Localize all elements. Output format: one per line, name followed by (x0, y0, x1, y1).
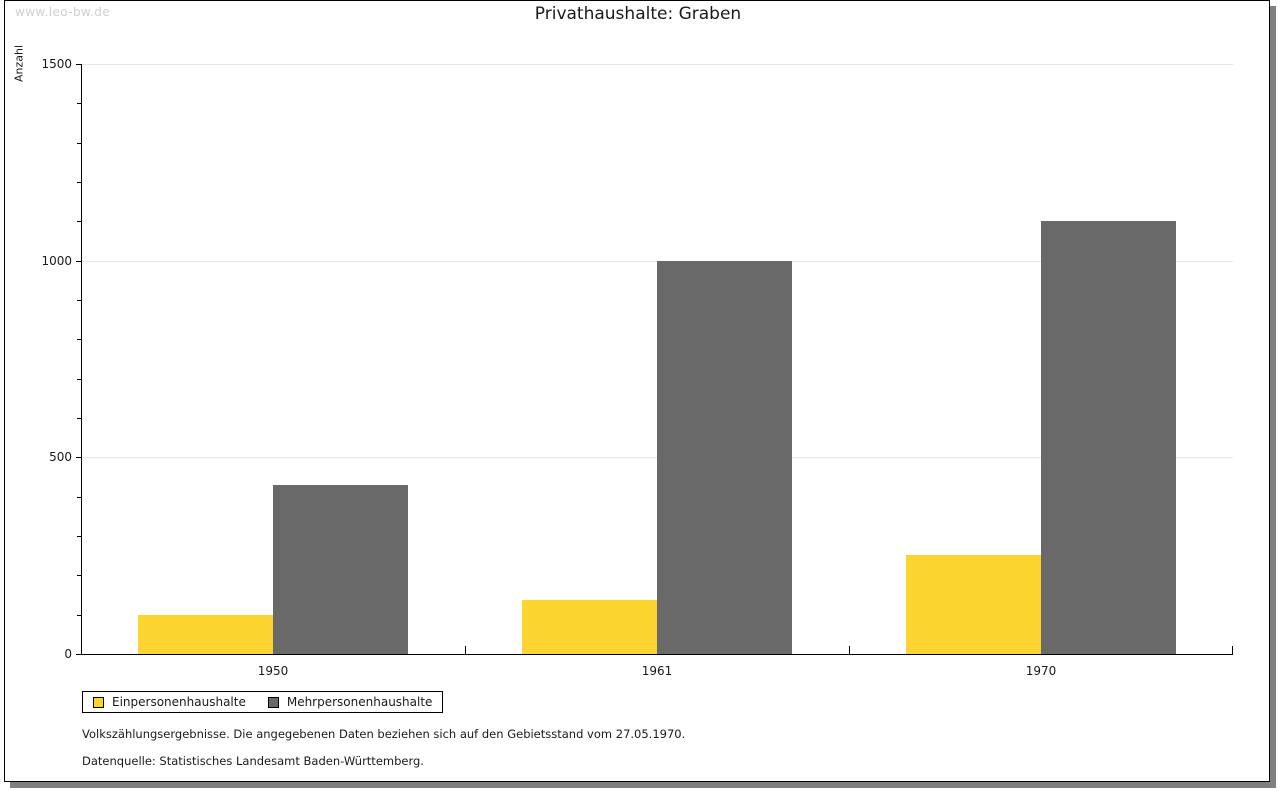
bar-1961-mehrpersonenhaushalte (657, 260, 792, 654)
bar-1950-einpersonenhaushalte (138, 614, 273, 654)
y-axis-minor-tick (77, 103, 82, 105)
y-axis-title: Anzahl (12, 44, 26, 83)
y-axis-minor-tick (77, 575, 82, 577)
y-axis-line (81, 64, 82, 654)
footnote-data-source: Datenquelle: Statistisches Landesamt Bad… (82, 754, 424, 768)
plot-area: 0 500 1000 1500 1950 1961 1970 (41, 57, 1233, 678)
y-axis-minor-tick (77, 182, 82, 183)
x-axis-separator-tick (465, 646, 466, 655)
chart-legend: Einpersonenhaushalte Mehrpersonenhaushal… (82, 691, 444, 713)
legend-swatch-icon-multi (267, 696, 279, 708)
y-axis-minor-tick (77, 536, 82, 537)
y-axis-tick-label: 0 (64, 647, 72, 661)
watermark-text: www.leo-bw.de (15, 5, 111, 19)
y-axis-minor-tick (77, 142, 82, 144)
x-axis-tick-label: 1970 (1025, 664, 1057, 678)
footnote-census-note: Volkszählungsergebnisse. Die angegebenen… (82, 727, 686, 741)
x-axis-separator-tick (1232, 646, 1233, 655)
y-axis-minor-tick (77, 378, 82, 380)
y-axis-tick-label: 500 (49, 450, 72, 465)
y-axis-major-tick (76, 260, 82, 262)
y-axis-minor-tick (77, 339, 82, 341)
x-axis-separator-tick (849, 646, 850, 655)
bar-1970-einpersonenhaushalte (906, 554, 1041, 654)
y-axis-major-tick (76, 457, 82, 459)
legend-swatch-icon-single (93, 696, 104, 708)
legend-entry-einpersonenhaushalte: Einpersonenhaushalte (93, 695, 246, 709)
y-axis-tick-label: 1500 (41, 57, 72, 71)
bar-1961-einpersonenhaushalte (522, 600, 657, 654)
bar-1950-mehrpersonenhaushalte (273, 484, 408, 654)
x-axis-line (81, 654, 1233, 655)
y-axis-minor-tick (77, 614, 82, 616)
y-axis-minor-tick (77, 221, 82, 223)
y-gridline (81, 64, 1233, 65)
chart-title: Privathaushalte: Graben (534, 4, 742, 24)
y-axis-tick-label: 1000 (41, 253, 72, 268)
y-axis-minor-tick (77, 418, 82, 419)
y-axis-minor-tick (77, 300, 82, 301)
bar-1970-mehrpersonenhaushalte (1041, 220, 1176, 654)
y-axis-major-tick (76, 64, 82, 65)
y-axis-major-tick (76, 654, 82, 655)
legend-label-multi: Mehrpersonenhaushalte (286, 695, 433, 709)
legend-label-single: Einpersonenhaushalte (112, 695, 246, 709)
legend-entry-mehrpersonenhaushalte: Mehrpersonenhaushalte (267, 695, 433, 709)
x-axis-tick-label: 1961 (641, 664, 673, 678)
y-axis-minor-tick (77, 496, 82, 498)
x-axis-tick-label: 1950 (257, 664, 289, 678)
chart-card: www.leo-bw.de Privathaushalte: Graben An… (4, 0, 1270, 782)
